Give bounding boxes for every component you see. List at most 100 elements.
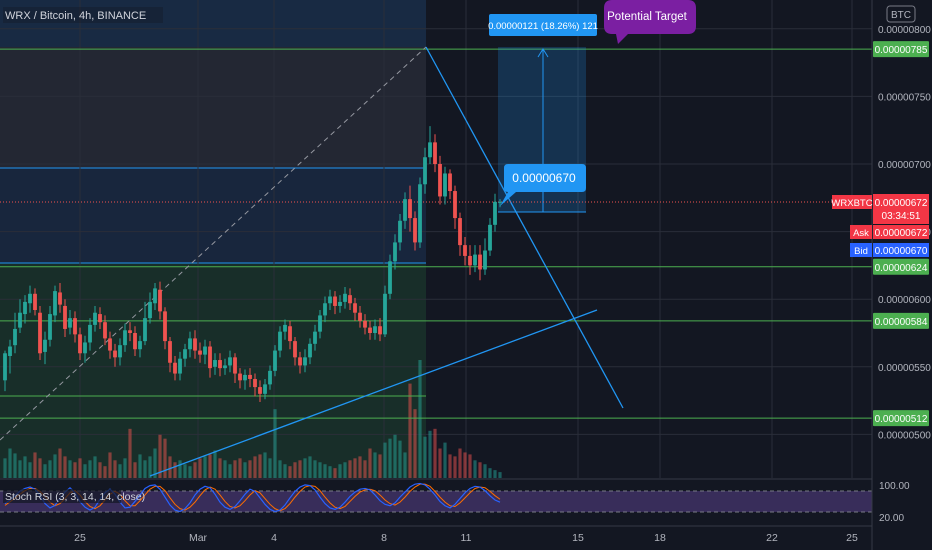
candle-body [368, 327, 372, 333]
volume-bar [378, 454, 382, 478]
down-trend-line [425, 46, 624, 409]
candle-body [228, 357, 232, 366]
zone-top-blue [0, 0, 426, 47]
volume-bar [398, 440, 402, 478]
candle-body [218, 360, 222, 369]
volume-bar [78, 458, 82, 478]
volume-bar [13, 453, 17, 478]
stoch-label: Stoch RSI (3, 3, 14, 14, close) [5, 491, 145, 503]
candle-body [78, 334, 82, 354]
volume-bar [218, 458, 222, 478]
volume-bar [383, 442, 387, 478]
y-tick-label-2: 0.00000700 [878, 160, 931, 171]
volume-bar [413, 409, 417, 478]
volume-bar [403, 452, 407, 478]
volume-bar [48, 460, 52, 478]
stoch-d-line [4, 483, 501, 512]
ask-value-box [873, 225, 929, 239]
x-tick-label-7: 22 [766, 532, 778, 544]
candle-body [108, 338, 112, 351]
volume-bar [188, 466, 192, 478]
volume-bar [448, 454, 452, 478]
candle-body [338, 301, 342, 306]
candle-body [438, 164, 442, 197]
candle-body [278, 331, 282, 351]
candle-body [188, 338, 192, 350]
candle-body [258, 387, 262, 394]
volume-bar [243, 462, 247, 478]
stoch-label-bg [3, 489, 121, 503]
candle-body [73, 318, 77, 335]
volume-bar [333, 468, 337, 478]
volume-bar [83, 464, 87, 478]
volume-bar [278, 460, 282, 478]
volume-bar [138, 454, 142, 478]
volume-bar [423, 436, 427, 478]
candle-body [133, 333, 137, 350]
volume-bar [178, 460, 182, 478]
candle-body [348, 295, 352, 304]
volume-bar [443, 442, 447, 478]
candle-body [313, 331, 317, 344]
volume-bar [328, 466, 332, 478]
candle-body [33, 293, 37, 311]
volume-bar [128, 428, 132, 478]
ask-value: 0.00000672 [875, 228, 928, 239]
candle-body [63, 305, 67, 329]
candle-body [18, 312, 22, 328]
candle-body [53, 291, 57, 316]
candle-body [463, 245, 467, 256]
candle-body [243, 374, 247, 381]
candle-body [178, 358, 182, 374]
volume-bar [173, 462, 177, 478]
y-tick-label-1: 0.00000750 [878, 92, 931, 103]
volume-bar [208, 454, 212, 478]
countdown: 03:34:51 [882, 211, 921, 222]
stoch-rsi-pane: Stoch RSI (3, 3, 14, 14, close) [0, 478, 872, 527]
candle-body [153, 288, 157, 304]
currency-badge-box [886, 5, 916, 23]
candle-body [143, 318, 147, 342]
price-callout-box [500, 164, 586, 206]
level-label-2: 0.00000584 [875, 317, 928, 328]
candle-body [403, 199, 407, 221]
candle-body [223, 365, 227, 369]
bid-label-box [850, 243, 872, 257]
candle-body [93, 312, 97, 325]
candle-body [458, 218, 462, 246]
volume-bar [223, 460, 227, 478]
candles [3, 126, 502, 402]
volume-bar [118, 464, 122, 478]
candle-body [128, 330, 132, 333]
candle-body [58, 292, 62, 305]
volume-bar [483, 464, 487, 478]
symbol-badge-box [832, 195, 872, 209]
level-label-0: 0.00000785 [875, 45, 928, 56]
volume-bar [93, 456, 97, 478]
volume-bar [153, 448, 157, 478]
candle-body [488, 224, 492, 251]
volume-bar [453, 456, 457, 478]
candle-body [398, 220, 402, 243]
last-price: 0.00000672 [875, 198, 928, 209]
volume-bar [478, 462, 482, 478]
measure-arrow-head [537, 48, 549, 58]
candle-body [48, 314, 52, 340]
volume-bar [33, 452, 37, 478]
volume-bar [233, 460, 237, 478]
dashed-diagonal [0, 46, 427, 441]
volume-bar [198, 458, 202, 478]
candle-body [378, 326, 382, 335]
volume-bar [463, 452, 467, 478]
candle-body [298, 357, 302, 366]
candle-body [253, 378, 257, 388]
volume-bar [238, 458, 242, 478]
y-tick-label-0: 0.00000800 [878, 25, 931, 36]
volume-bar [133, 462, 137, 478]
volume-bar [388, 438, 392, 478]
candle-body [268, 370, 272, 385]
y-tick-label-4: 0.00000600 [878, 295, 931, 306]
volume-bar [438, 448, 442, 478]
measure-label: 0.00000121 (18.26%) 121 [488, 21, 598, 32]
